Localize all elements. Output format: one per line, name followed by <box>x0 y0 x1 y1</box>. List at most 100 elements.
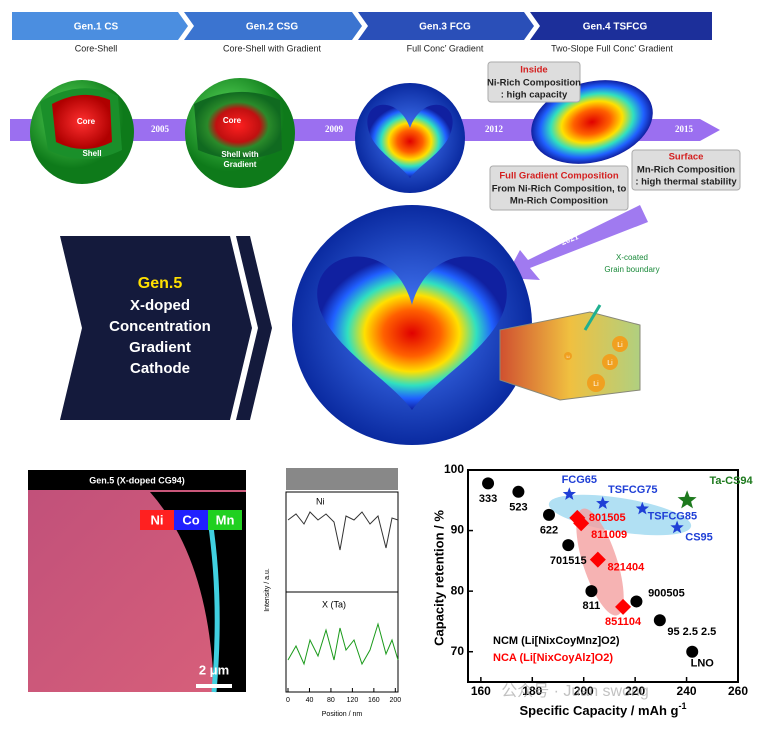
eds-title: Gen.5 (X-doped CG94) <box>89 475 185 485</box>
x-tick-label: 40 <box>306 697 314 704</box>
point-label: 701515 <box>550 555 587 567</box>
gen-title: Gen.3 FCG <box>419 22 471 33</box>
point-label: 851104 <box>605 616 642 628</box>
x-tick-label: 200 <box>389 697 401 704</box>
callout-title: Full Gradient Composition <box>499 171 618 182</box>
point <box>562 487 576 500</box>
ion-label: Li <box>617 342 623 349</box>
callout-text: Ni-Rich Composition <box>487 78 581 89</box>
trace-label: Ni <box>316 496 325 506</box>
y-tick-label: 90 <box>451 523 465 537</box>
gen5-sphere: Li Li Li Li <box>292 205 641 445</box>
x-axis-title: Specific Capacity / mAh g-1 <box>520 701 687 718</box>
point-label: 333 <box>479 493 497 505</box>
x-axis-title-exp: -1 <box>678 701 686 711</box>
x-tick-label: 120 <box>347 697 359 704</box>
x-tick-label: 260 <box>728 684 748 698</box>
ion-label: Li <box>607 360 613 367</box>
gen5-text: Cathode <box>130 360 190 377</box>
gen5-text: X-doped <box>130 297 190 314</box>
core-label: Core <box>223 116 242 125</box>
gen-subtitle: Two-Slope Full Conc’ Gradient <box>551 43 673 53</box>
element-label: Co <box>182 512 199 527</box>
gen2-sphere: Core Shell with Gradient <box>185 78 295 188</box>
year: 2015 <box>675 124 694 134</box>
eds-panel: Gen.5 (X-doped CG94) Ni Co Mn 2 μm <box>28 470 246 693</box>
coating-label: Grain boundary <box>604 265 659 274</box>
point-label: 523 <box>509 502 527 514</box>
gen-subtitle: Full Conc’ Gradient <box>407 43 484 53</box>
x-tick-label: 240 <box>677 684 697 698</box>
shell-label: Shell <box>82 149 101 158</box>
element-label: Mn <box>216 512 235 527</box>
point <box>653 614 666 627</box>
x-tick-label: 200 <box>574 684 594 698</box>
gen3-sphere <box>355 83 465 193</box>
x-tick-label: 160 <box>368 697 380 704</box>
point <box>630 595 643 608</box>
shell-label: Shell with <box>221 150 258 159</box>
y-axis-label: Intensity / a.u. <box>264 568 271 612</box>
point <box>543 508 555 521</box>
point-label: CS95 <box>685 531 713 543</box>
timeline-banner: Gen.1 CS Gen.2 CSG Gen.3 FCG Gen.4 TSFCG… <box>12 12 712 53</box>
point-label: 811 <box>583 600 601 612</box>
watermark: 公众号 · Juan swong <box>501 682 649 700</box>
banner-arrow <box>184 12 362 40</box>
x-axis-label: Position / nm <box>322 711 363 718</box>
point <box>573 515 590 532</box>
callout-text: : high capacity <box>501 90 568 101</box>
x-tick-label: 160 <box>471 684 491 698</box>
banner-arrow <box>358 12 534 40</box>
core-label: Core <box>77 117 96 126</box>
scale-bar-label: 2 μm <box>199 662 229 677</box>
point-label: TSFCG75 <box>608 484 658 496</box>
point <box>615 598 632 615</box>
gen1-sphere: Core Shell <box>30 80 134 184</box>
gen-title: Gen.4 TSFCG <box>583 22 648 33</box>
point <box>686 645 699 658</box>
plot-frame <box>467 469 739 683</box>
y-tick-label: 70 <box>451 644 465 658</box>
point <box>585 585 598 598</box>
year: 2009 <box>325 124 344 134</box>
point <box>512 485 525 498</box>
year: 2005 <box>151 124 170 134</box>
point <box>596 496 610 509</box>
point <box>562 539 575 552</box>
banner-arrow <box>12 12 188 40</box>
element-label: Ni <box>151 512 164 527</box>
legend-entry: NCA (Li[NixCoyAlz]O2) <box>493 652 613 664</box>
callout-text: : high thermal stability <box>635 177 737 188</box>
point-label: 801505 <box>589 512 626 524</box>
y-tick-label: 80 <box>451 583 465 597</box>
x-tick-label: 0 <box>286 697 290 704</box>
y-tick-label: 100 <box>444 462 464 476</box>
gen5-text: Concentration <box>109 318 211 335</box>
point-label: 900505 <box>648 587 685 599</box>
gen5-title: Gen.5 <box>138 275 183 292</box>
gen-title: Gen.2 CSG <box>246 22 298 33</box>
trace-label: X (Ta) <box>322 599 346 609</box>
gen-subtitle: Core-Shell <box>75 43 118 53</box>
point <box>677 490 697 509</box>
x-tick-label: 180 <box>522 684 542 698</box>
ion-label: Li <box>566 354 569 359</box>
scatter-chart: NCM (Li[NixCoyMnz]O2) NCA (Li[NixCoyAlz]… <box>431 462 753 718</box>
gen5-text: Gradient <box>129 339 191 356</box>
callout-title: Surface <box>669 152 704 163</box>
point <box>670 520 684 534</box>
gen4-particle: Inside Ni-Rich Composition : high capaci… <box>487 61 741 211</box>
coating-label: X-coated <box>616 253 648 262</box>
point <box>589 551 606 568</box>
shell-label: Gradient <box>224 160 257 169</box>
banner-arrow <box>530 12 712 40</box>
point-label: LNO <box>691 658 715 670</box>
x-tick-label: 80 <box>327 697 335 704</box>
x-axis-title-text: Specific Capacity / mAh g <box>520 703 679 718</box>
callout-text: Mn-Rich Composition <box>510 196 608 207</box>
gen-subtitle: Core-Shell with Gradient <box>223 43 322 53</box>
point-label: TSFCG85 <box>648 511 698 523</box>
line-profile: Ni X (Ta) Intensity / a.u. Position / nm… <box>264 468 401 718</box>
